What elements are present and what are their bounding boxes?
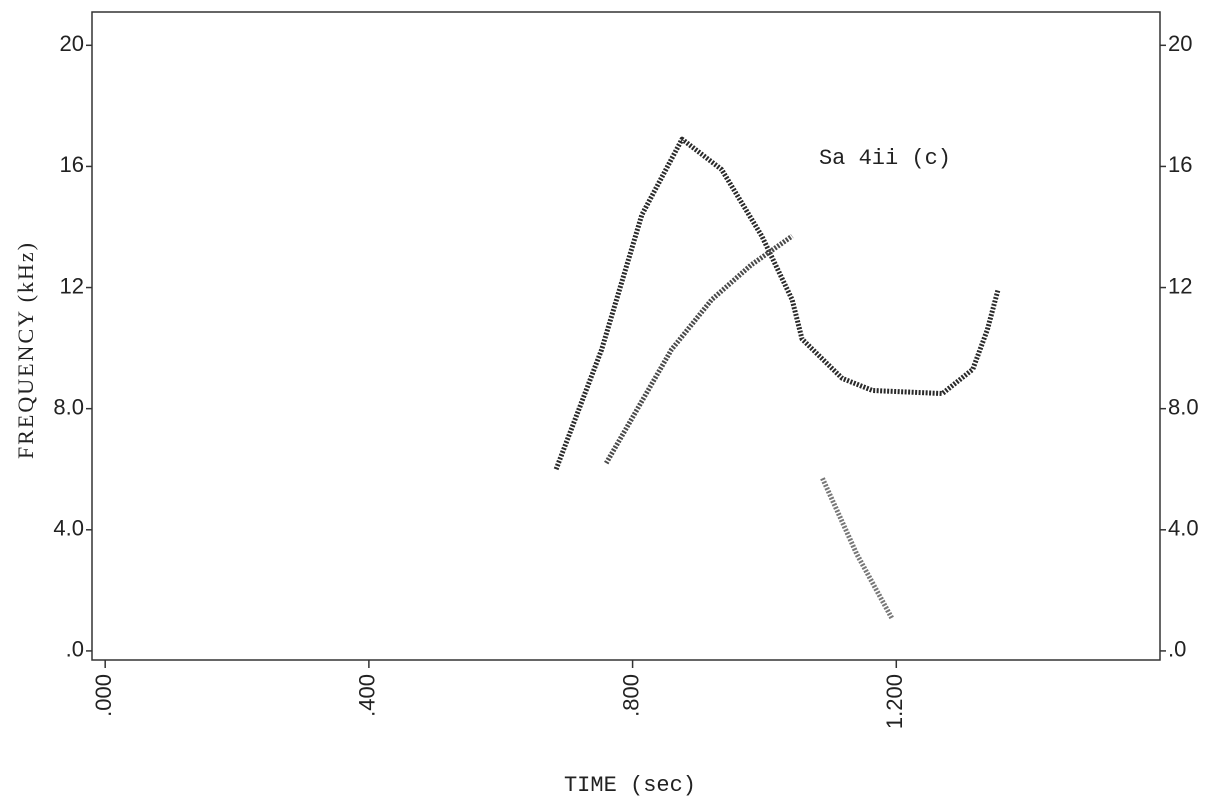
y-tick-label: 4.0 xyxy=(53,516,84,541)
y-tick-label: 16 xyxy=(60,152,84,177)
x-axis-label: TIME (sec) xyxy=(564,773,696,798)
x-tick-label: .400 xyxy=(355,674,380,717)
trace xyxy=(820,477,895,621)
x-tick-label: 1.200 xyxy=(882,674,907,729)
y-axis-label: FREQUENCY (kHz) xyxy=(13,241,38,459)
trace xyxy=(604,234,794,465)
y2-tick-label: 16 xyxy=(1168,152,1192,177)
x-tick-label: .000 xyxy=(91,674,116,717)
plot-frame xyxy=(91,11,1161,661)
y2-tick-label: 20 xyxy=(1168,31,1192,56)
y-tick-label: 8.0 xyxy=(53,394,84,419)
y2-tick-label: .0 xyxy=(1168,637,1186,662)
x-tick-label: .800 xyxy=(618,674,643,717)
y2-tick-label: 8.0 xyxy=(1168,394,1199,419)
y2-tick-label: 12 xyxy=(1168,273,1192,298)
y-tick-label: 12 xyxy=(60,273,84,298)
trace xyxy=(553,136,1001,471)
annotation: Sa 4ii (c) xyxy=(819,146,951,171)
y-tick-label: .0 xyxy=(66,637,84,662)
y2-tick-label: 4.0 xyxy=(1168,516,1199,541)
y-tick-label: 20 xyxy=(60,31,84,56)
